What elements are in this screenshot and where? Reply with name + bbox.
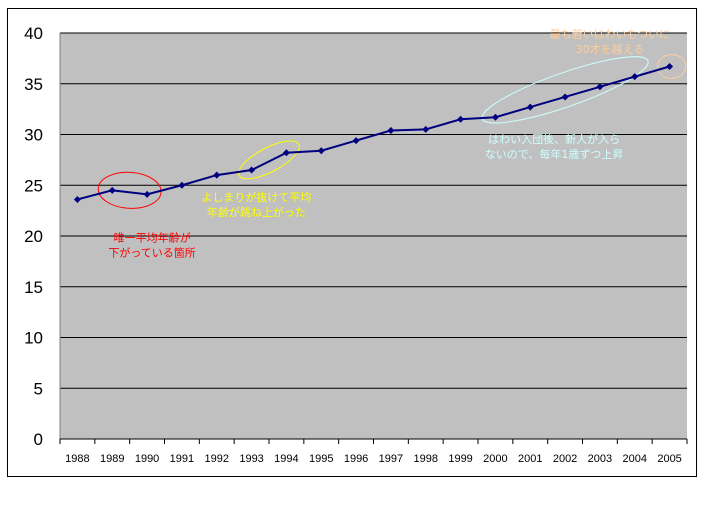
data-point [282,149,290,157]
y-tick-label: 25 [24,176,43,195]
annotation-line: ないので、毎年1歳ずつ上昇 [485,147,624,161]
data-point [526,103,534,111]
x-tick-label: 2000 [483,453,507,465]
highlight-ellipse [238,140,300,180]
annotation-line: 年齢が跳ね上がった [207,205,306,219]
annotation-line: 唯一平均年齢が [114,230,191,244]
data-point [387,126,395,134]
x-axis-ticks: 1988 1989 1990 1991 1992 1993 1994 1995 1996 1997… [59,439,688,465]
annotation-line: はわい入団後、新人が入ら [488,132,620,146]
data-point [631,73,639,81]
data-point [352,137,360,145]
y-tick-label: 0 [34,430,43,449]
x-tick-label: 1992 [205,453,229,465]
highlight-ellipse [657,53,687,79]
x-tick-label: 2005 [657,453,681,465]
x-tick-label: 1999 [448,453,472,465]
x-tick-label: 2001 [518,453,542,465]
data-point [422,125,430,133]
data-point [491,113,499,121]
highlight-ellipse [97,171,162,209]
x-tick-label: 1997 [379,453,403,465]
annotation-line: 30才を越える [576,42,645,56]
x-tick-label: 1990 [135,453,159,465]
data-point [666,62,674,70]
data-point [596,83,604,91]
y-tick-label: 30 [24,126,43,145]
data-point [178,181,186,189]
x-tick-label: 1989 [100,453,124,465]
x-tick-label: 1994 [274,453,298,465]
y-axis-ticks: 0 5 10 15 20 25 30 35 40 [24,24,43,449]
y-tick-label: 15 [24,278,43,297]
x-tick-label: 1995 [309,453,333,465]
data-point [561,93,569,101]
annotation-text: はわい入団後、新人が入らないので、毎年1歳ずつ上昇 [485,132,624,161]
y-tick-label: 20 [24,227,43,246]
x-tick-label: 1991 [170,453,194,465]
annotation-line: よしまりが抜けて平均 [201,190,311,204]
data-point [457,115,465,123]
series-line [77,65,670,201]
x-tick-label: 1988 [65,453,89,465]
annotation-text: 唯一平均年齢が下がっている箇所 [108,230,195,259]
x-tick-label: 1996 [344,453,368,465]
data-point [73,195,81,203]
series-markers [73,62,674,203]
x-tick-label: 2004 [623,453,647,465]
annotation-line: 下がっている箇所 [108,245,195,259]
x-tick-label: 1998 [414,453,438,465]
annotation-line: 最も若いはわいもついに [550,28,671,41]
x-tick-label: 2002 [553,453,577,465]
annotations: 唯一平均年齢が下がっている箇所よしまりが抜けて平均年齢が跳ね上がったはわい入団後… [108,28,670,260]
y-tick-label: 10 [24,329,43,348]
data-point [143,190,151,198]
annotation-text: よしまりが抜けて平均年齢が跳ね上がった [201,190,311,219]
x-tick-label: 1993 [239,453,263,465]
annotation-text: 最も若いはわいもついに 30才を越える [550,28,671,56]
y-tick-label: 35 [24,75,43,94]
data-point [317,147,325,155]
y-tick-label: 40 [24,24,43,43]
data-point [108,186,116,194]
data-point [248,166,256,174]
x-tick-label: 2003 [588,453,612,465]
data-point [213,171,221,179]
y-tick-label: 5 [34,379,43,398]
